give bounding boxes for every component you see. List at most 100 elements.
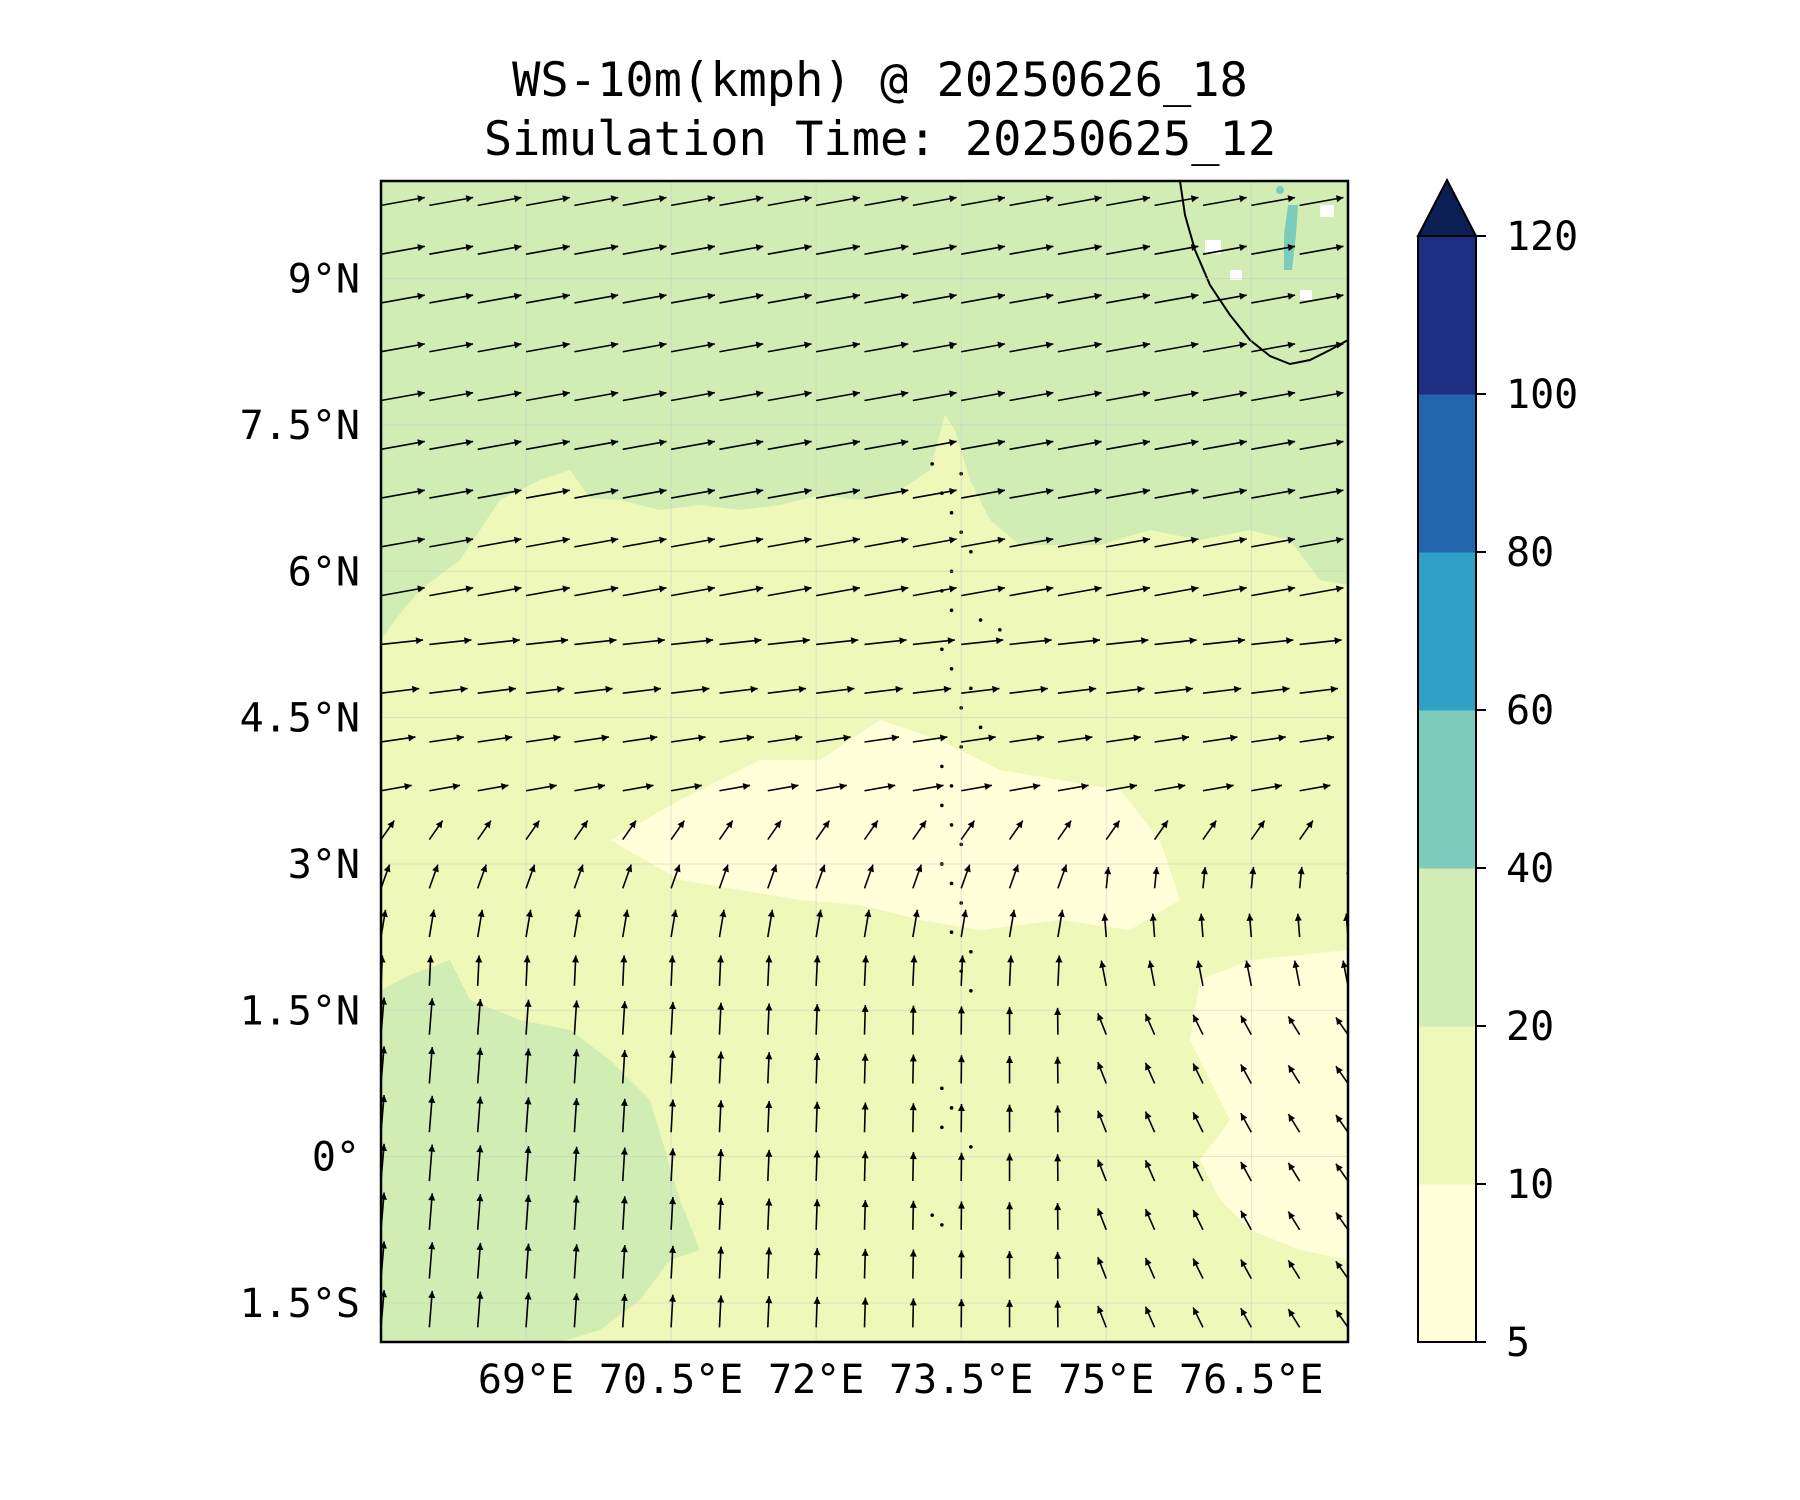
wind-vector bbox=[767, 343, 812, 353]
wind-vector bbox=[1347, 643, 1348, 645]
colorbar-segment bbox=[1418, 868, 1476, 1027]
wind-vector-head bbox=[620, 1147, 628, 1155]
wind-vector-head bbox=[549, 783, 557, 790]
wind-vector-head bbox=[813, 1101, 821, 1109]
wind-vector-head bbox=[1054, 1007, 1062, 1015]
wind-vector-head bbox=[1193, 1112, 1200, 1121]
wind-vector-head bbox=[1054, 1105, 1062, 1113]
wind-vector-head bbox=[707, 487, 715, 495]
wind-vector-head bbox=[919, 820, 927, 829]
wind-vector-head bbox=[765, 1101, 773, 1109]
wind-vector bbox=[864, 489, 909, 499]
wind-vector bbox=[525, 538, 570, 548]
wind-vector bbox=[1009, 489, 1054, 499]
wind-vector-head bbox=[949, 439, 957, 447]
wind-vector-head bbox=[508, 685, 516, 693]
wind-vector-head bbox=[1335, 341, 1344, 349]
wind-vector-head bbox=[997, 292, 1005, 300]
wind-vector-head bbox=[1044, 637, 1052, 645]
wind-vector bbox=[912, 538, 957, 548]
wind-vector bbox=[1009, 391, 1054, 402]
wind-vector-head bbox=[1233, 685, 1242, 693]
wind-vector bbox=[670, 489, 716, 499]
wind-vector-head bbox=[513, 292, 522, 300]
wind-vector-head bbox=[707, 195, 715, 203]
wind-vector bbox=[961, 343, 1006, 353]
wind-vector-head bbox=[1145, 1160, 1152, 1169]
wind-vector bbox=[622, 586, 667, 597]
wind-vector-head bbox=[1094, 244, 1102, 251]
wind-vector-head bbox=[1190, 585, 1199, 593]
wind-vector-head bbox=[428, 1095, 436, 1104]
wind-vector-head bbox=[1190, 390, 1199, 398]
wind-vector-head bbox=[1335, 536, 1344, 544]
wind-vector-head bbox=[1209, 820, 1217, 829]
wind-vector-head bbox=[887, 783, 896, 790]
colorbar-segment bbox=[1418, 552, 1476, 711]
wind-vector-head bbox=[1190, 195, 1199, 203]
lat-tick-label: 9°N bbox=[288, 257, 360, 303]
wind-vector-head bbox=[1190, 341, 1199, 349]
wind-vector-head bbox=[949, 292, 957, 300]
wind-vector bbox=[622, 294, 667, 304]
wind-vector bbox=[1202, 196, 1247, 207]
wind-vector-head bbox=[1084, 734, 1093, 742]
atoll-dot bbox=[930, 462, 934, 466]
wind-vector bbox=[1154, 245, 1199, 255]
colorbar-segment bbox=[1418, 394, 1476, 553]
wind-vector bbox=[767, 639, 810, 646]
wind-vector-head bbox=[804, 292, 812, 300]
wind-vector-head bbox=[556, 685, 565, 693]
wind-vector bbox=[670, 538, 716, 548]
wind-vector-head bbox=[1045, 585, 1054, 593]
wind-vector-head bbox=[1006, 1007, 1014, 1015]
wind-vector bbox=[1347, 546, 1348, 547]
atoll-dot bbox=[940, 1086, 944, 1091]
wind-vector bbox=[719, 391, 764, 402]
wind-vector-head bbox=[1097, 1013, 1104, 1022]
colorbar-tick-label: 20 bbox=[1506, 1004, 1554, 1050]
wind-vector-head bbox=[1006, 1153, 1014, 1161]
wind-vector-head bbox=[900, 536, 909, 544]
wind-vector-head bbox=[900, 292, 909, 300]
wind-vector-head bbox=[1195, 960, 1203, 969]
wind-vector bbox=[1057, 245, 1102, 255]
wind-vector-head bbox=[428, 1193, 436, 1201]
wind-vector-head bbox=[659, 341, 667, 349]
wind-vector-head bbox=[852, 292, 860, 300]
wind-vector bbox=[1251, 639, 1294, 646]
wind-vector-head bbox=[1383, 637, 1390, 644]
wind-vector-head bbox=[852, 244, 860, 251]
wind-vector-head bbox=[1288, 1162, 1296, 1171]
wind-vector bbox=[912, 245, 957, 255]
wind-vector-head bbox=[1190, 536, 1199, 544]
wind-vector-head bbox=[1006, 1251, 1014, 1259]
wind-vector bbox=[864, 391, 909, 402]
wind-vector bbox=[912, 391, 957, 402]
wind-vector bbox=[1299, 639, 1342, 646]
wind-vector bbox=[767, 440, 812, 451]
wind-vector-head bbox=[571, 955, 579, 963]
wind-vector-head bbox=[1142, 585, 1151, 593]
wind-vector-head bbox=[1335, 244, 1344, 251]
atoll-dot bbox=[969, 988, 973, 993]
wind-vector bbox=[670, 294, 716, 304]
wind-vector-head bbox=[524, 1146, 532, 1154]
wind-vector-head bbox=[1088, 685, 1097, 693]
wind-vector-head bbox=[1142, 390, 1151, 398]
wind-vector-head bbox=[610, 390, 619, 398]
wind-vector-head bbox=[900, 341, 909, 349]
wind-vector-head bbox=[610, 292, 619, 300]
wind-vector-head bbox=[755, 439, 764, 447]
wind-vector-head bbox=[705, 637, 714, 645]
wind-vector-head bbox=[671, 909, 678, 918]
wind-vector-head bbox=[1092, 637, 1100, 645]
wind-vector-head bbox=[997, 536, 1005, 544]
wind-vector-head bbox=[1335, 487, 1344, 495]
wind-vector-head bbox=[909, 1054, 917, 1062]
wind-vector-head bbox=[381, 997, 388, 1005]
wind-vector-head bbox=[524, 1097, 532, 1105]
wind-vector bbox=[429, 586, 474, 597]
wind-vector-head bbox=[852, 390, 860, 398]
wind-vector bbox=[912, 639, 955, 646]
